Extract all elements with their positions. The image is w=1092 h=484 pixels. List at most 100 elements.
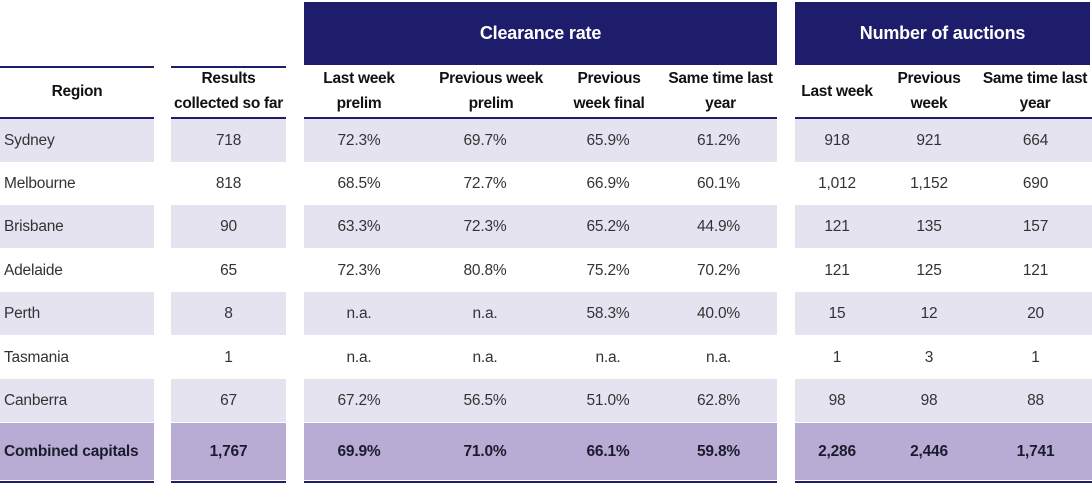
cell-na-same-time: 664	[979, 119, 1092, 162]
cell-cr-same-time: 70.2%	[660, 249, 777, 292]
cell-cr-same-time: n.a.	[660, 336, 777, 379]
cell-na-prev-week: 12	[879, 292, 979, 335]
cell-na-last-week: 918	[795, 119, 879, 162]
column-header-na-prev-week: Previous week	[882, 65, 976, 117]
cell-cr-prev-week-prelim: 56.5%	[414, 379, 556, 422]
column-header-results: Results collected so far	[171, 65, 286, 117]
cell-cr-same-time-value: 62.8%	[697, 391, 740, 409]
cell-cr-same-time-value: 44.9%	[697, 217, 740, 235]
table-bottom-rule	[304, 481, 777, 483]
cell-cr-same-time: 62.8%	[660, 379, 777, 422]
cell-cr-prev-week-prelim-value: 56.5%	[463, 391, 507, 409]
cell-cr-last-week: 63.3%	[304, 205, 414, 248]
column-header-na-same-time-line2: year	[1019, 95, 1051, 112]
cell-cr-prev-week-final-value: 66.1%	[586, 442, 630, 460]
cell-na-prev-week: 135	[879, 205, 979, 248]
number-of-auctions-group-header: Number of auctions	[795, 2, 1090, 65]
table-bottom-rule	[171, 481, 286, 483]
cell-na-prev-week: 921	[879, 119, 979, 162]
cell-na-last-week-value: 121	[824, 217, 850, 235]
cell-na-same-time-value: 1	[1031, 348, 1040, 366]
cell-cr-last-week: n.a.	[304, 336, 414, 379]
cell-results-value: 8	[224, 304, 233, 322]
cell-na-prev-week: 1,152	[879, 162, 979, 205]
cell-results: 65	[171, 249, 286, 292]
cell-cr-prev-week-final-value: 65.2%	[586, 217, 630, 235]
column-header-cr-same-time-line2: year	[705, 95, 736, 112]
cell-cr-last-week-value: 72.3%	[337, 261, 381, 279]
column-header-cr-last-week-line1: Last week	[323, 70, 395, 87]
cell-cr-prev-week-final-value: n.a.	[595, 348, 621, 366]
cell-na-same-time-value: 88	[1027, 391, 1044, 409]
cell-na-prev-week-value: 2,446	[910, 442, 948, 460]
column-header-cr-prev-week-final: Previous week final	[560, 65, 658, 117]
cell-cr-same-time-value: 60.1%	[697, 174, 740, 192]
cell-results: 1	[171, 336, 286, 379]
table-bottom-rule	[0, 481, 154, 483]
cell-na-same-time-value: 690	[1022, 174, 1049, 192]
column-header-cr-prev-week-prelim: Previous week prelim	[428, 65, 554, 117]
cell-results: 67	[171, 379, 286, 422]
cell-results: 718	[171, 119, 286, 162]
cell-na-prev-week: 2,446	[879, 423, 979, 480]
cell-cr-prev-week-final-value: 65.9%	[586, 131, 630, 149]
cell-na-same-time-value: 664	[1022, 131, 1049, 149]
cell-na-same-time: 1,741	[979, 423, 1092, 480]
header-underline	[0, 66, 154, 68]
cell-na-prev-week: 98	[879, 379, 979, 422]
cell-na-prev-week-value: 12	[920, 304, 938, 322]
column-header-cr-same-time-line1: Same time last	[668, 70, 773, 87]
cell-na-last-week-value: 1	[832, 348, 842, 366]
cell-na-last-week: 121	[795, 249, 879, 292]
cell-cr-prev-week-prelim-value: 72.3%	[463, 217, 507, 235]
column-header-results-line2: collected so far	[174, 95, 283, 112]
cell-region-value: Adelaide	[4, 261, 63, 279]
header-underline	[795, 117, 1092, 119]
cell-cr-last-week-value: n.a.	[346, 304, 372, 322]
column-header-cr-same-time: Same time last year	[664, 65, 777, 117]
cell-cr-same-time: 44.9%	[660, 205, 777, 248]
column-header-region: Region	[0, 65, 154, 117]
cell-na-prev-week-value: 1,152	[910, 174, 948, 192]
cell-cr-same-time-value: n.a.	[705, 348, 732, 366]
table-bottom-rule	[795, 481, 1092, 483]
clearance-rate-group-header: Clearance rate	[304, 2, 777, 65]
cell-cr-prev-week-final: 65.2%	[556, 205, 660, 248]
cell-cr-last-week-value: 72.3%	[337, 131, 381, 149]
cell-cr-prev-week-final: n.a.	[556, 336, 660, 379]
cell-na-same-time: 157	[979, 205, 1092, 248]
cell-results-value: 67	[220, 391, 237, 409]
cell-na-prev-week: 3	[879, 336, 979, 379]
cell-region-value: Melbourne	[4, 174, 76, 192]
cell-cr-prev-week-final: 66.1%	[556, 423, 660, 480]
cell-region: Sydney	[0, 119, 154, 162]
cell-na-same-time-value: 157	[1022, 217, 1049, 235]
cell-cr-prev-week-prelim-value: 72.7%	[463, 174, 507, 192]
cell-na-same-time: 88	[979, 379, 1092, 422]
cell-results-value: 718	[215, 131, 242, 149]
cell-na-prev-week-value: 921	[916, 131, 942, 149]
cell-cr-prev-week-prelim: 71.0%	[414, 423, 556, 480]
cell-cr-last-week: 68.5%	[304, 162, 414, 205]
cell-cr-same-time-value: 61.2%	[697, 131, 740, 149]
cell-cr-prev-week-final: 58.3%	[556, 292, 660, 335]
header-underline	[171, 117, 286, 119]
header-underline	[304, 117, 777, 119]
column-header-na-same-time-line1: Same time last	[982, 70, 1088, 87]
cell-na-last-week: 2,286	[795, 423, 879, 480]
column-header-cr-prev-week-prelim-line2: prelim	[468, 95, 514, 112]
cell-region-value: Tasmania	[4, 348, 69, 366]
cell-cr-same-time: 40.0%	[660, 292, 777, 335]
cell-cr-same-time-value: 59.8%	[697, 442, 740, 460]
cell-cr-last-week-value: 67.2%	[337, 391, 381, 409]
cell-cr-last-week-value: n.a.	[346, 348, 372, 366]
cell-na-same-time-value: 20	[1027, 304, 1044, 322]
cell-region-value: Brisbane	[4, 217, 64, 235]
column-header-cr-prev-week-final-line1: Previous	[577, 70, 641, 87]
number-of-auctions-group-label: Number of auctions	[859, 23, 1026, 43]
cell-region: Canberra	[0, 379, 154, 422]
cell-na-same-time: 121	[979, 249, 1092, 292]
cell-cr-last-week-value: 63.3%	[337, 217, 381, 235]
cell-cr-prev-week-final: 75.2%	[556, 249, 660, 292]
cell-region-value: Combined capitals	[4, 442, 139, 460]
